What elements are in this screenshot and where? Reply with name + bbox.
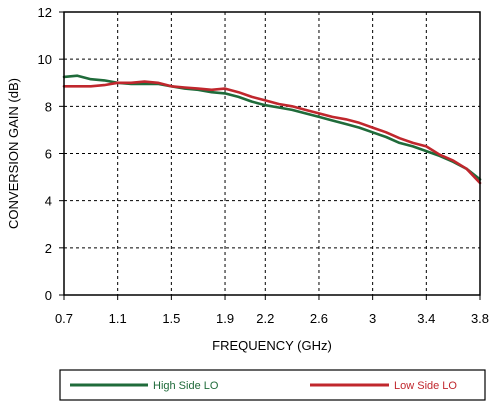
y-tick-label: 2 xyxy=(45,241,52,256)
x-tick-label: 0.7 xyxy=(55,311,73,326)
y-tick-label: 4 xyxy=(45,194,52,209)
x-tick-label: 1.5 xyxy=(162,311,180,326)
x-axis-ticks: 0.7 1.1 1.5 1.9 2.2 2.6 3 3.4 3.8 xyxy=(55,295,489,326)
x-tick-label: 3.4 xyxy=(417,311,435,326)
series-lines xyxy=(62,74,482,185)
y-axis-title: CONVERSION GAIN (dB) xyxy=(6,78,21,229)
legend-label-low-side-lo: Low Side LO xyxy=(394,380,457,392)
y-tick-label: 10 xyxy=(38,52,52,67)
y-axis-ticks: 0 2 4 6 8 10 12 xyxy=(38,5,64,303)
x-tick-label: 2.6 xyxy=(310,311,328,326)
grid-lines xyxy=(64,12,480,295)
series-line-low-side-lo xyxy=(62,80,482,185)
legend: High Side LO Low Side LO xyxy=(59,369,486,401)
y-tick-label: 12 xyxy=(38,5,52,20)
x-tick-label: 3 xyxy=(369,311,376,326)
y-tick-label: 0 xyxy=(45,288,52,303)
x-tick-label: 1.1 xyxy=(109,311,127,326)
x-axis-title: FREQUENCY (GHz) xyxy=(212,338,332,353)
series-line-high-side-lo xyxy=(62,74,482,181)
x-tick-label: 2.2 xyxy=(256,311,274,326)
legend-label-high-side-lo: High Side LO xyxy=(153,380,219,392)
y-tick-label: 8 xyxy=(45,99,52,114)
y-tick-label: 6 xyxy=(45,147,52,162)
x-tick-label: 1.9 xyxy=(216,311,234,326)
x-tick-label: 3.8 xyxy=(471,311,489,326)
